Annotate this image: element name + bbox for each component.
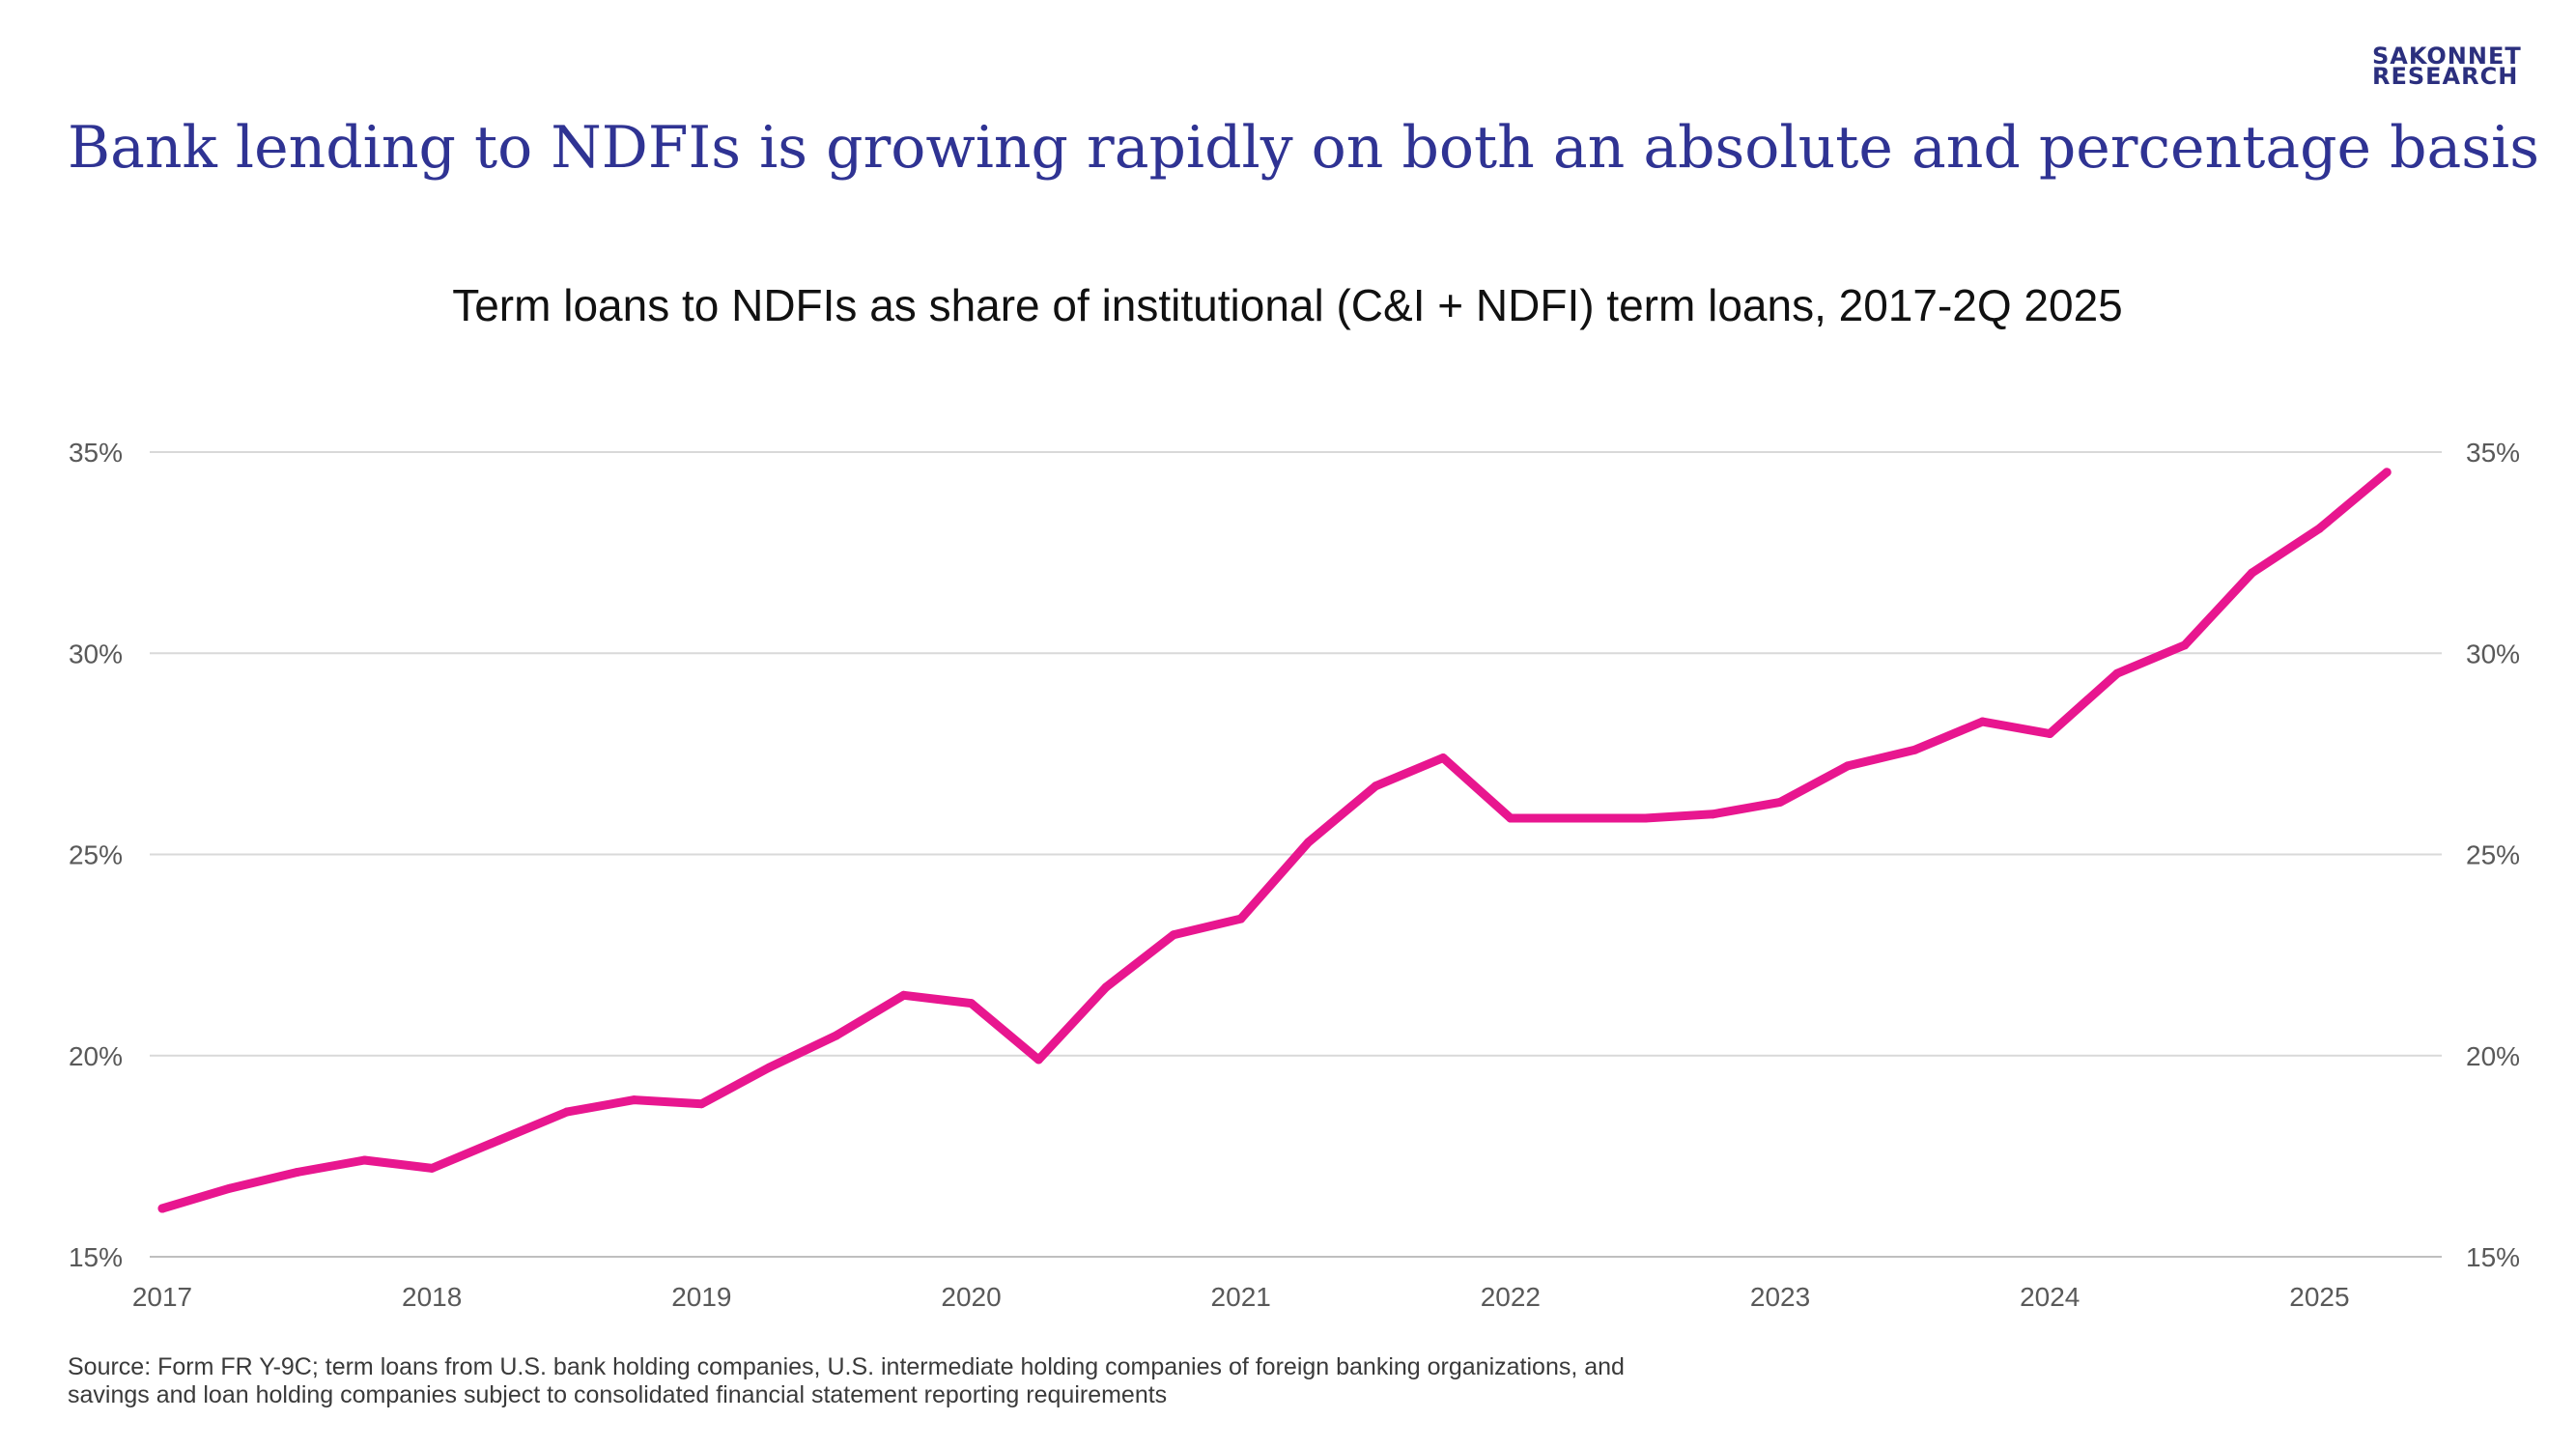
data-point	[764, 1063, 774, 1072]
data-point	[157, 1204, 167, 1213]
y-tick-label-left: 30%	[69, 639, 123, 668]
source-line-1: Source: Form FR Y-9C; term loans from U.…	[68, 1353, 1625, 1380]
data-point	[1708, 810, 1717, 819]
data-point	[1640, 813, 1650, 823]
data-point	[2382, 468, 2392, 477]
data-point	[1371, 781, 1380, 791]
data-point	[1169, 930, 1178, 940]
data-point	[359, 1155, 369, 1165]
data-point	[1033, 1055, 1043, 1065]
data-point	[1101, 982, 1111, 992]
y-axis-left: 15% 20% 25% 30% 35%	[69, 438, 123, 1272]
data-point	[2248, 568, 2257, 578]
gridlines	[150, 451, 2442, 1258]
chart-title: Term loans to NDFIs as share of institut…	[452, 280, 2123, 330]
data-point	[2180, 640, 2190, 650]
x-tick-label: 2022	[1481, 1282, 1541, 1312]
x-tick-label: 2024	[2020, 1282, 2080, 1312]
x-tick-label: 2017	[132, 1282, 192, 1312]
data-point	[427, 1163, 437, 1173]
y-tick-label-right: 15%	[2466, 1242, 2520, 1272]
y-axis-right: 15% 20% 25% 30% 35%	[2466, 438, 2520, 1272]
data-point	[1977, 717, 1987, 726]
y-tick-label-right: 25%	[2466, 840, 2520, 870]
data-point	[2112, 668, 2122, 678]
data-point	[1304, 838, 1313, 847]
data-point	[832, 1031, 841, 1040]
data-point	[562, 1107, 572, 1117]
y-tick-label-left: 20%	[69, 1041, 123, 1071]
x-tick-label: 2023	[1750, 1282, 1810, 1312]
data-point	[696, 1099, 706, 1109]
data-point	[899, 990, 909, 1000]
data-point	[225, 1183, 235, 1193]
y-tick-label-right: 20%	[2466, 1041, 2520, 1071]
x-tick-label: 2021	[1211, 1282, 1271, 1312]
x-axis: 2017 2018 2019 2020 2021 2022 2023 2024 2025	[132, 1282, 2350, 1312]
source-line-2: savings and loan holding companies subje…	[68, 1381, 1168, 1408]
source-note: Source: Form FR Y-9C; term loans from U.…	[68, 1353, 1903, 1409]
slide-headline: Bank lending to NDFIs is growing rapidly…	[68, 114, 2540, 182]
series-group	[157, 468, 2392, 1213]
data-point	[293, 1168, 302, 1178]
data-point	[2314, 524, 2324, 533]
x-tick-label: 2025	[2289, 1282, 2349, 1312]
data-point	[1911, 745, 1920, 754]
line-chart: Term loans to NDFIs as share of institut…	[69, 280, 2520, 1312]
y-tick-label-left: 15%	[69, 1242, 123, 1272]
x-tick-label: 2018	[402, 1282, 462, 1312]
data-point	[1236, 914, 1246, 923]
logo-line-1: SAKONNET	[2372, 43, 2522, 70]
data-point	[2045, 729, 2054, 739]
data-point	[1438, 753, 1448, 763]
data-point	[1506, 813, 1515, 823]
logo-line-2: RESEARCH	[2372, 63, 2519, 90]
data-point	[967, 999, 977, 1009]
data-point	[630, 1095, 639, 1105]
y-tick-label-right: 30%	[2466, 639, 2520, 668]
y-tick-label-left: 35%	[69, 438, 123, 468]
x-tick-label: 2020	[941, 1282, 1001, 1312]
data-point	[1843, 761, 1853, 771]
company-logo: SAKONNET RESEARCH	[2372, 43, 2522, 90]
x-tick-label: 2019	[671, 1282, 731, 1312]
data-point	[495, 1135, 504, 1145]
series-line	[157, 468, 2392, 1213]
y-tick-label-left: 25%	[69, 840, 123, 870]
data-point	[1775, 797, 1785, 807]
data-point	[1573, 813, 1583, 823]
y-tick-label-right: 35%	[2466, 438, 2520, 468]
